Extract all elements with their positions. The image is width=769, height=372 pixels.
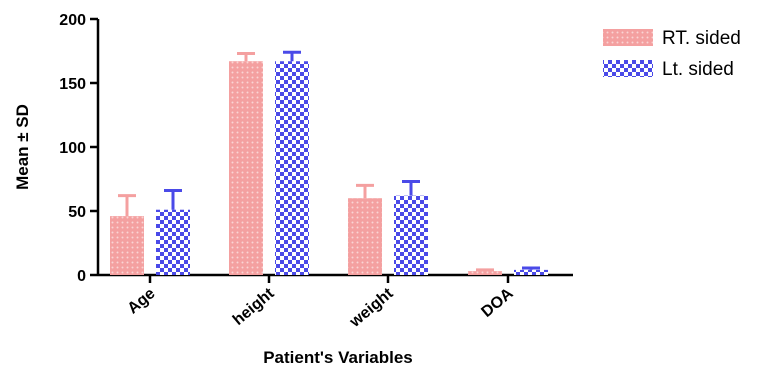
x-axis-title: Patient's Variables [263, 348, 413, 367]
bar [468, 271, 502, 275]
legend-swatch [603, 60, 653, 77]
bar [394, 195, 428, 275]
y-tick-label: 150 [59, 76, 86, 93]
y-axis: 0 50 100 150 200 [59, 12, 100, 285]
y-axis-title: Mean ± SD [13, 104, 32, 190]
legend-label: Lt. sided [662, 59, 734, 80]
bar [275, 61, 309, 275]
bar [156, 209, 190, 275]
bars-group [110, 50, 548, 275]
bar [348, 198, 382, 275]
x-tick-label: weight [346, 285, 397, 332]
bar [110, 216, 144, 275]
x-tick-label: DOA [478, 285, 517, 321]
legend: RT. sided Lt. sided [603, 28, 741, 80]
y-tick-label: 200 [59, 12, 86, 29]
y-tick-label: 100 [59, 140, 86, 157]
bar [514, 269, 548, 275]
x-tick-label: Age [124, 285, 158, 318]
legend-label: RT. sided [662, 28, 741, 49]
x-axis: Age height weight DOA [98, 273, 573, 332]
x-tick-label: height [230, 285, 278, 329]
y-tick-label: 50 [68, 204, 86, 221]
bar [229, 61, 263, 275]
legend-swatch [603, 29, 653, 46]
y-tick-label: 0 [77, 268, 86, 285]
